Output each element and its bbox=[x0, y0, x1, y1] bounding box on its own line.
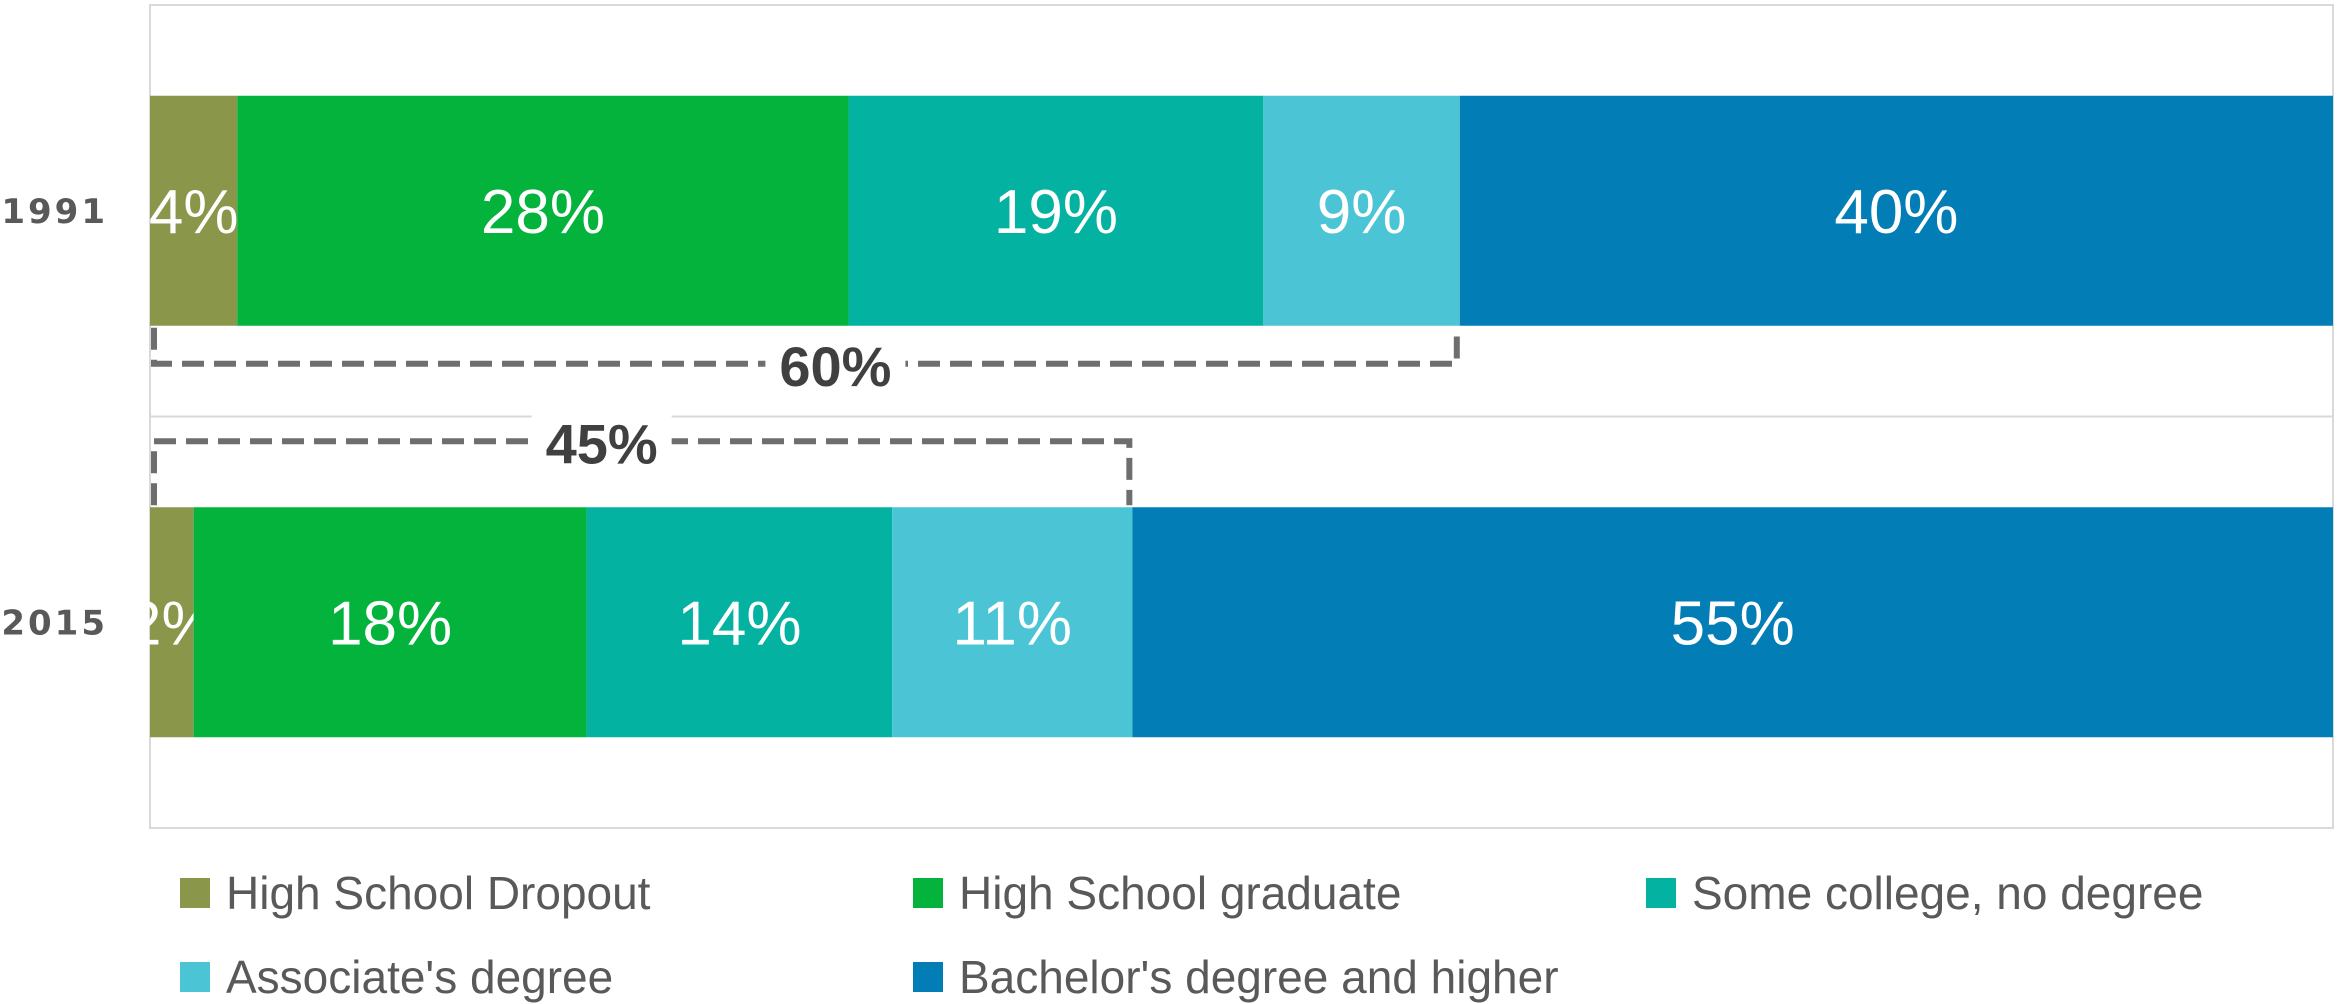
bracket-label-bg bbox=[531, 413, 672, 474]
data-label: 4% bbox=[149, 178, 239, 247]
category-label: 2015 bbox=[1, 603, 108, 643]
bar-segment bbox=[150, 95, 238, 326]
bar-segment bbox=[848, 95, 1264, 326]
data-label: 19% bbox=[994, 178, 1118, 247]
bracket-label: 45% bbox=[546, 412, 658, 475]
data-label: 28% bbox=[481, 178, 605, 247]
bracket-label: 60% bbox=[779, 335, 891, 398]
data-label: 40% bbox=[1834, 178, 1958, 247]
bar-segment bbox=[892, 507, 1133, 738]
bar-segment bbox=[1263, 95, 1460, 326]
bar-segment bbox=[1132, 507, 2333, 738]
data-label: 11% bbox=[953, 589, 1073, 658]
bracket-label-bg bbox=[765, 335, 906, 396]
data-label: 9% bbox=[1317, 178, 1407, 247]
bar-segment bbox=[150, 507, 194, 738]
category-label: 1991 bbox=[1, 192, 108, 232]
data-label: 14% bbox=[677, 589, 801, 658]
bar-segment bbox=[237, 95, 849, 326]
data-label: 55% bbox=[1671, 589, 1795, 658]
bar-segment bbox=[1459, 95, 2333, 326]
data-label: 18% bbox=[328, 589, 452, 658]
bar-segment bbox=[586, 507, 893, 738]
bar-segment bbox=[193, 507, 587, 738]
